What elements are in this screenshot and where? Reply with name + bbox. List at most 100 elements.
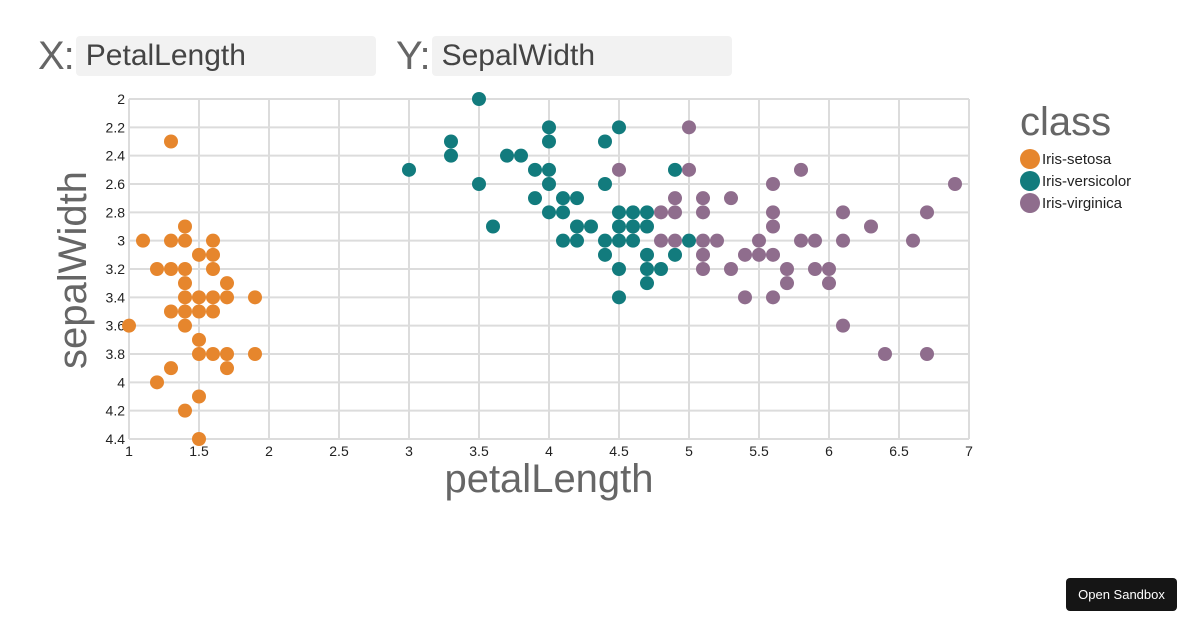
data-point — [136, 233, 150, 248]
data-point — [192, 247, 206, 262]
data-point — [514, 148, 528, 163]
data-point — [192, 290, 206, 305]
data-point — [542, 177, 556, 191]
data-point — [808, 262, 822, 276]
data-point — [668, 247, 682, 262]
data-point — [626, 233, 640, 248]
data-point — [780, 262, 794, 276]
data-point — [626, 219, 640, 234]
data-point — [696, 233, 710, 248]
data-point — [682, 233, 696, 248]
x-selector-label: X: — [38, 34, 75, 78]
x-tick-label: 4.5 — [609, 443, 629, 459]
data-point — [206, 304, 220, 319]
grid-lines — [128, 98, 970, 440]
data-point — [472, 92, 486, 106]
data-point — [668, 233, 682, 248]
legend-swatch-icon — [1020, 149, 1040, 169]
x-tick-label: 3 — [405, 443, 413, 459]
legend-item: Iris-versicolor — [1020, 170, 1131, 192]
data-point — [570, 219, 584, 234]
data-point — [696, 205, 710, 220]
data-point — [752, 247, 766, 262]
legend-swatch-icon — [1020, 171, 1040, 191]
data-point — [220, 276, 234, 291]
data-point — [206, 262, 220, 276]
data-point — [542, 205, 556, 220]
data-point — [178, 276, 192, 291]
x-tick-label: 6 — [825, 443, 833, 459]
data-point — [178, 290, 192, 305]
data-point — [612, 262, 626, 276]
x-tick-label: 5 — [685, 443, 693, 459]
data-point — [178, 318, 192, 333]
data-point — [696, 262, 710, 276]
data-point — [612, 290, 626, 305]
y-tick-label: 3.8 — [106, 346, 126, 362]
data-point — [836, 318, 850, 333]
y-field-input[interactable]: SepalWidth — [431, 36, 732, 76]
legend: class Iris-setosa Iris-versicolor Iris-vir… — [1020, 100, 1131, 214]
data-point — [752, 233, 766, 248]
data-point — [178, 219, 192, 234]
data-point — [206, 233, 220, 248]
data-point — [682, 120, 696, 135]
data-point — [598, 233, 612, 248]
data-point — [808, 233, 822, 248]
data-point — [220, 290, 234, 305]
data-point — [402, 162, 416, 177]
data-point — [766, 290, 780, 305]
data-point — [248, 290, 262, 305]
data-point — [192, 432, 206, 446]
legend-item: Iris-setosa — [1020, 148, 1131, 170]
data-point — [724, 262, 738, 276]
data-point — [556, 191, 570, 206]
data-point — [150, 375, 164, 390]
data-point — [206, 247, 220, 262]
data-point — [822, 262, 836, 276]
data-point — [598, 177, 612, 191]
data-point — [542, 134, 556, 149]
data-point — [122, 318, 136, 333]
data-point — [164, 134, 178, 149]
y-tick-label: 3 — [117, 233, 125, 249]
data-point — [528, 162, 542, 177]
data-point — [472, 177, 486, 191]
data-point — [206, 290, 220, 305]
data-point — [164, 361, 178, 376]
data-point — [654, 233, 668, 248]
legend-swatch-icon — [1020, 193, 1040, 213]
y-tick-label: 4 — [117, 374, 125, 390]
x-axis-selector: X: PetalLength — [38, 36, 376, 76]
x-tick-label: 1.5 — [189, 443, 209, 459]
data-point — [556, 205, 570, 220]
data-point — [612, 233, 626, 248]
x-tick-label: 2.5 — [329, 443, 349, 459]
data-point — [640, 262, 654, 276]
data-point — [164, 262, 178, 276]
open-sandbox-button[interactable]: Open Sandbox — [1066, 578, 1177, 611]
data-point — [164, 233, 178, 248]
data-point — [696, 191, 710, 206]
data-point — [612, 120, 626, 135]
y-tick-label: 4.2 — [106, 403, 126, 419]
y-tick-label: 2.2 — [106, 119, 126, 135]
data-point — [920, 205, 934, 220]
data-point — [612, 205, 626, 220]
data-point — [192, 332, 206, 347]
x-tick-label: 3.5 — [469, 443, 489, 459]
x-field-input[interactable]: PetalLength — [75, 36, 376, 76]
data-point — [710, 233, 724, 248]
legend-label: Iris-setosa — [1042, 150, 1112, 168]
data-point — [206, 347, 220, 361]
data-point — [598, 134, 612, 149]
x-tick-label: 7 — [965, 443, 973, 459]
data-point — [598, 247, 612, 262]
y-tick-label: 2.6 — [106, 176, 126, 192]
y-axis-selector: Y: SepalWidth — [396, 36, 732, 76]
data-point — [556, 233, 570, 248]
data-point — [738, 290, 752, 305]
data-point — [864, 219, 878, 234]
legend-title: class — [1020, 100, 1112, 144]
